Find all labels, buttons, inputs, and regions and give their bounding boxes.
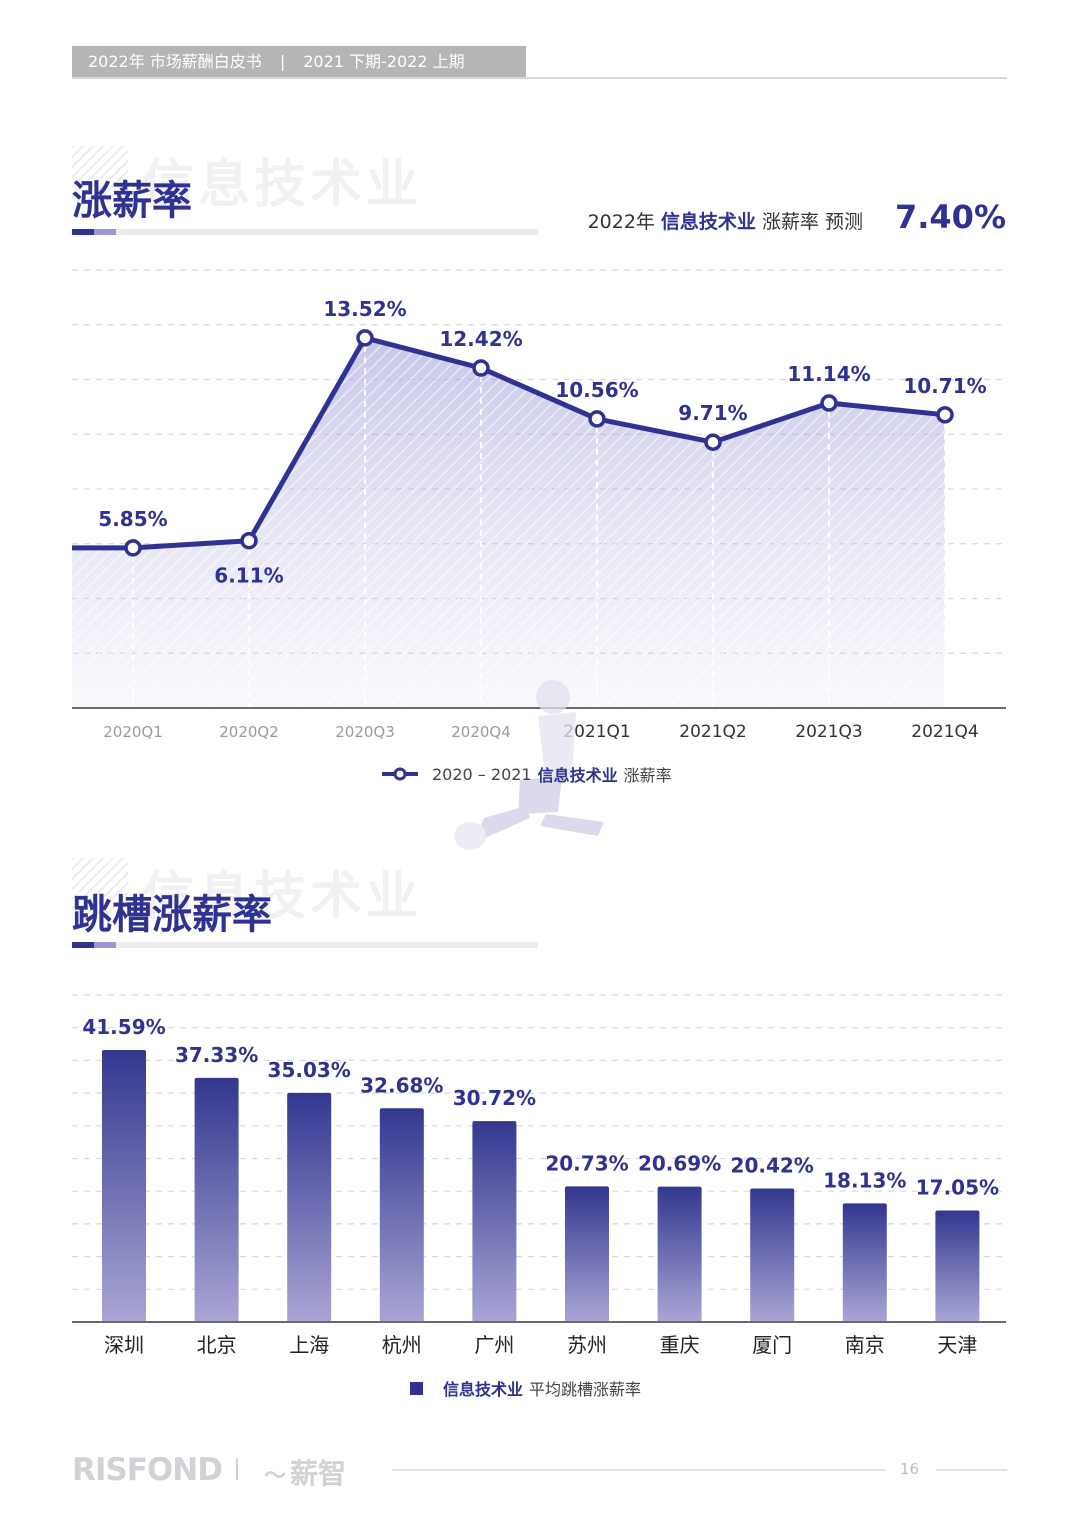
- x-tick-label: 2021Q2: [679, 722, 746, 742]
- data-label: 6.11%: [214, 564, 283, 588]
- section1-title-underline: [72, 229, 538, 235]
- bar: [102, 1050, 146, 1322]
- data-label: 17.05%: [916, 1175, 999, 1199]
- data-label: 5.85%: [98, 507, 167, 531]
- x-tick-label: 南京: [845, 1333, 885, 1357]
- line-chart: 5.85% 2020Q1 6.11% 2020Q2 13.52% 2020Q3 12.42%…: [72, 269, 1006, 742]
- data-label: 10.71%: [903, 374, 986, 398]
- data-label: 18.13%: [823, 1168, 906, 1192]
- data-point: [820, 394, 838, 412]
- x-tick-label: 2020Q4: [451, 723, 511, 741]
- data-label: 20.73%: [545, 1151, 628, 1175]
- data-label: 20.42%: [731, 1153, 814, 1177]
- x-tick-label: 北京: [197, 1333, 237, 1357]
- section1-title: 涨薪率: [72, 178, 192, 224]
- x-tick-label: 2020Q1: [103, 723, 163, 741]
- x-tick-label: 2021Q3: [795, 722, 862, 742]
- bar: [935, 1210, 980, 1322]
- section2-title-underline: [72, 942, 538, 948]
- forecast-value: 7.40%: [894, 198, 1006, 236]
- x-tick-label: 厦门: [752, 1333, 792, 1357]
- forecast-industry: 信息技术业: [660, 211, 756, 233]
- footer-rule-left: [392, 1469, 886, 1471]
- data-point: [472, 359, 490, 377]
- header-separator: |: [279, 52, 286, 71]
- footer-separator: [236, 1458, 238, 1480]
- bar: [842, 1203, 887, 1322]
- x-tick-label: 杭州: [382, 1333, 422, 1357]
- header-right: 2021 下期-2022 上期: [303, 52, 465, 71]
- x-tick-label: 天津: [937, 1333, 977, 1357]
- legend-label: 涨薪率: [623, 766, 672, 785]
- xinzhi-logo: 〜薪智: [264, 1457, 347, 1490]
- section1-ghost-text: 信息技术业: [142, 155, 423, 215]
- section1-hatch: [72, 146, 128, 202]
- bar: [287, 1092, 332, 1322]
- footer-rule-right: [936, 1469, 1007, 1471]
- data-label: 10.56%: [555, 378, 638, 402]
- data-point: [936, 406, 954, 424]
- legend-years: 2020 – 2021: [432, 764, 532, 784]
- data-label: 41.59%: [82, 1015, 165, 1039]
- data-label: 9.71%: [678, 401, 747, 425]
- data-point: [240, 531, 258, 550]
- x-tick-label: 重庆: [660, 1333, 700, 1357]
- section2-ghost-text: 信息技术业: [142, 867, 423, 927]
- legend-line-marker-icon: [382, 767, 418, 781]
- x-tick-label: 2021Q4: [911, 722, 978, 742]
- bar: [194, 1077, 239, 1322]
- x-tick-label: 2021Q1: [563, 722, 630, 742]
- risfond-logo: RISFOND: [72, 1452, 223, 1488]
- bar: [750, 1188, 795, 1322]
- data-point: [588, 410, 606, 428]
- data-label: 35.03%: [268, 1058, 351, 1082]
- forecast-year: 2022年: [587, 211, 655, 233]
- bar: [565, 1186, 609, 1322]
- x-tick-label: 广州: [474, 1333, 514, 1357]
- data-point: [124, 539, 142, 557]
- legend-industry: 信息技术业: [537, 766, 618, 785]
- section2-hatch: [72, 858, 128, 914]
- bar: [657, 1186, 702, 1322]
- x-tick-label: 2020Q2: [219, 723, 279, 741]
- header-left: 2022年 市场薪酬白皮书: [88, 52, 262, 71]
- x-tick-label: 2020Q3: [335, 723, 395, 741]
- x-tick-label: 上海: [289, 1333, 329, 1357]
- data-label: 32.68%: [360, 1073, 443, 1097]
- area-hatch: [72, 337, 945, 708]
- legend2-industry: 信息技术业: [443, 1380, 524, 1399]
- data-point: [704, 433, 722, 451]
- line-chart-legend: 2020 – 2021 信息技术业 涨薪率: [382, 762, 672, 786]
- data-label: 37.33%: [175, 1043, 258, 1067]
- bar: [379, 1108, 424, 1322]
- bar: [472, 1121, 517, 1322]
- x-tick-label: 苏州: [567, 1333, 607, 1357]
- legend2-label: 平均跳槽涨薪率: [529, 1380, 642, 1399]
- x-tick-label: 深圳: [104, 1333, 144, 1357]
- forecast-summary: 2022年 信息技术业 涨薪率 预测 7.40%: [588, 198, 1006, 236]
- header-rule: [72, 77, 1007, 79]
- section2-title: 跳槽涨薪率: [72, 892, 272, 938]
- bar-chart-legend: 信息技术业 平均跳槽涨薪率: [410, 1376, 641, 1400]
- page-number: 16: [900, 1460, 920, 1478]
- forecast-label: 涨薪率 预测: [761, 211, 863, 233]
- data-point: [356, 329, 374, 347]
- header-bar: 2022年 市场薪酬白皮书 | 2021 下期-2022 上期: [72, 46, 526, 78]
- legend-square-icon: [410, 1381, 423, 1395]
- data-label: 13.52%: [323, 297, 406, 321]
- bar-chart: 41.59% 深圳 37.33% 北京 35.03% 上海 32.68% 杭州 30.72% 广州…: [72, 994, 1006, 1357]
- data-label: 11.14%: [787, 362, 870, 386]
- data-label: 20.69%: [638, 1152, 721, 1176]
- data-label: 12.42%: [439, 327, 522, 351]
- data-label: 30.72%: [453, 1086, 536, 1110]
